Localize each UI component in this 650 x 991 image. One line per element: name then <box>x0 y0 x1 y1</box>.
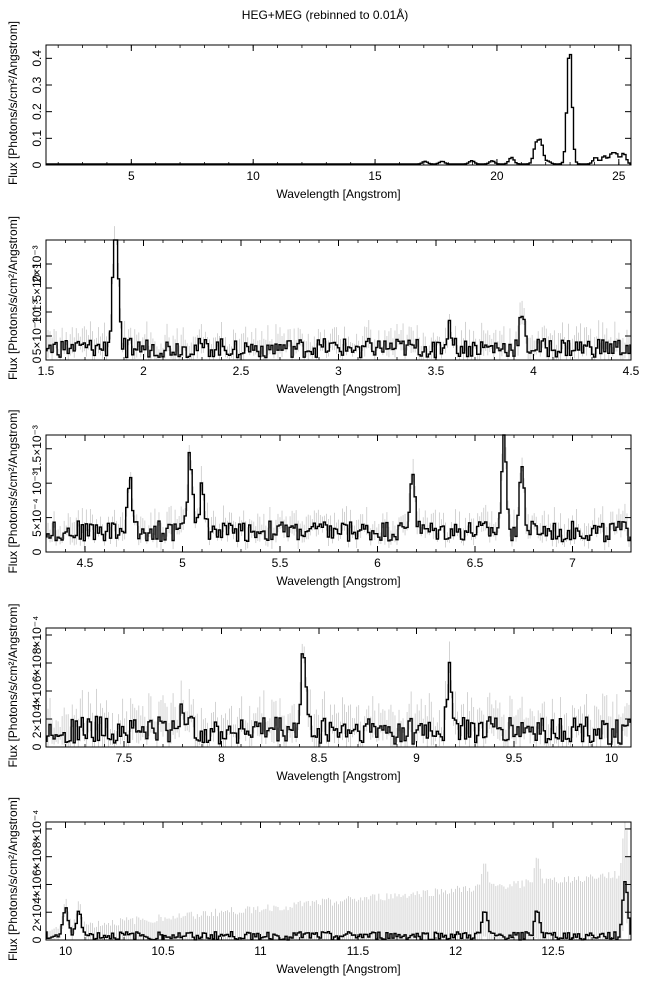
spectrum-line <box>46 881 631 941</box>
x-tick-label: 10 <box>247 169 261 183</box>
x-tick-label: 12.5 <box>541 944 565 958</box>
x-tick-label: 9 <box>413 751 420 765</box>
y-tick-label: 10⁻³ <box>30 300 44 324</box>
y-tick-label: 8×10⁻⁴ <box>30 616 44 655</box>
y-tick-label: 1.5×10⁻³ <box>30 264 44 311</box>
x-tick-label: 7 <box>569 556 576 570</box>
x-tick-label: 3 <box>335 364 342 378</box>
plot-frame <box>45 44 632 166</box>
spectrum-line <box>46 653 631 745</box>
y-tick-label: 6×10⁻⁴ <box>30 644 44 683</box>
x-tick-label: 5 <box>179 556 186 570</box>
spectrum-line <box>46 53 631 165</box>
x-tick-label: 4.5 <box>623 364 640 378</box>
error-bars <box>45 435 632 551</box>
error-bars <box>45 822 632 940</box>
y-tick-label: 0 <box>30 356 44 363</box>
page-title: HEG+MEG (rebinned to 0.01Å) <box>241 8 409 22</box>
x-tick-label: 2.5 <box>233 364 250 378</box>
spectrum-panel-5: 10 10.5 11 11.5 12 12.5 0 2×10⁻⁴4×10⁻⁴6×10⁻⁴8×1… <box>6 797 632 976</box>
x-tick-label: 12 <box>449 944 463 958</box>
y-tick-label: 0 <box>30 743 44 750</box>
y-axis-label: Flux [Photons/s/cm²/Angstrom] <box>6 797 20 961</box>
x-tick-label: 25 <box>612 169 626 183</box>
y-tick-label: 0 <box>30 548 44 555</box>
x-tick-label: 5 <box>128 169 135 183</box>
y-axis-label: Flux [Photons/s/cm²/Angstrom] <box>6 21 20 185</box>
x-tick-label: 10 <box>59 944 73 958</box>
y-tick-label: 5×10⁻⁴ <box>30 317 44 356</box>
x-axis-label: Wavelength [Angstrom] <box>276 187 400 201</box>
y-tick-label: 0.4 <box>30 50 44 67</box>
x-tick-label: 7.5 <box>116 751 133 765</box>
x-axis-label: Wavelength [Angstrom] <box>276 962 400 976</box>
x-tick-label: 3.5 <box>428 364 445 378</box>
y-tick-label: 6×10⁻⁴ <box>30 837 44 876</box>
y-tick-label: 1.5×10⁻³ <box>30 425 44 472</box>
x-tick-label: 10.5 <box>151 944 175 958</box>
y-tick-label: 2×10⁻⁴ <box>30 700 44 739</box>
x-tick-label: 8.5 <box>311 751 328 765</box>
error-bars <box>45 641 632 747</box>
y-tick-label: 0 <box>30 161 44 168</box>
y-tick-label: 8×10⁻⁴ <box>30 810 44 849</box>
x-tick-label: 10 <box>605 751 619 765</box>
y-tick-label: 5×10⁻⁴ <box>30 498 44 537</box>
x-tick-label: 4 <box>530 364 537 378</box>
y-axis-label: Flux [Photons/s/cm²/Angstrom] <box>6 216 20 380</box>
y-tick-label: 4×10⁻⁴ <box>30 672 44 711</box>
x-tick-label: 9.5 <box>506 751 523 765</box>
x-tick-label: 6 <box>374 556 381 570</box>
y-tick-label: 10⁻³ <box>30 471 44 495</box>
x-tick-label: 6.5 <box>467 556 484 570</box>
y-tick-label: 0.2 <box>30 103 44 120</box>
x-tick-label: 11.5 <box>347 944 370 958</box>
x-tick-label: 20 <box>490 169 504 183</box>
x-axis-label: Wavelength [Angstrom] <box>276 382 400 396</box>
y-tick-label: 0.1 <box>30 130 44 147</box>
x-tick-label: 11 <box>254 944 267 958</box>
x-axis-label: Wavelength [Angstrom] <box>276 769 400 783</box>
x-tick-label: 15 <box>368 169 382 183</box>
y-tick-label: 4×10⁻⁴ <box>30 865 44 904</box>
x-tick-label: 1.5 <box>38 364 55 378</box>
y-tick-label: 2×10⁻⁴ <box>30 893 44 932</box>
spectrum-panel-3: 4.5 5 5.5 6 6.5 7 0 5×10⁻⁴ 10⁻³1.5×10⁻³ Wavelengt… <box>6 409 632 588</box>
y-tick-label: 0 <box>30 936 44 943</box>
spectrum-line <box>46 239 631 359</box>
error-bars <box>45 226 632 360</box>
x-tick-label: 8 <box>218 751 225 765</box>
spectrum-line <box>46 434 631 543</box>
y-tick-label: 0.3 <box>30 76 44 93</box>
spectrum-panel-1: 5 10 15 20 25 0 0.1 0.2 0.3 0.4 Wavelength [Angstr… <box>6 21 632 201</box>
y-tick-label: 2×10⁻³ <box>30 245 44 282</box>
x-tick-label: 5.5 <box>272 556 289 570</box>
x-axis-label: Wavelength [Angstrom] <box>276 574 400 588</box>
spectrum-panel-2: 1.5 2 2.5 3 3.5 4 4.5 05×10⁻⁴10⁻³1.5×10⁻³2×10⁻³… <box>6 216 640 396</box>
x-tick-label: 2 <box>140 364 147 378</box>
y-axis-label: Flux [Photons/s/cm²/Angstrom] <box>6 409 20 573</box>
x-tick-label: 4.5 <box>77 556 94 570</box>
y-axis-label: Flux [Photons/s/cm²/Angstrom] <box>6 603 20 767</box>
spectrum-panel-4: 7.5 8 8.5 9 9.5 10 0 2×10⁻⁴4×10⁻⁴6×10⁻⁴8×10⁻⁴ Wa… <box>6 603 632 783</box>
